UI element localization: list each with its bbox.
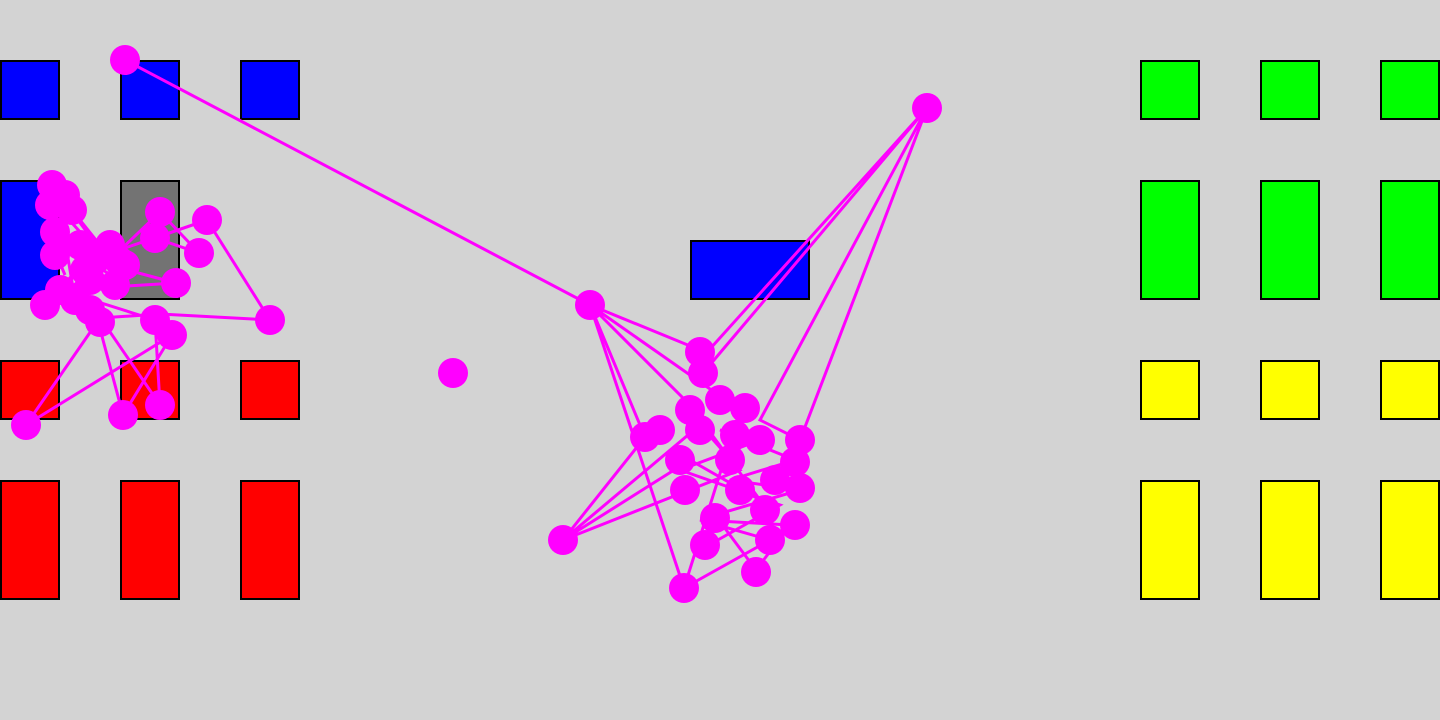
trail-dot [645,415,675,445]
trail-dot [35,190,65,220]
red-tall-3-tile[interactable] [240,480,300,600]
red-tall-1-tile[interactable] [0,480,60,600]
trail-dot [11,410,41,440]
trail-dot [85,307,115,337]
trail-dot [700,503,730,533]
trail-dot [725,475,755,505]
blue-small-1-tile[interactable] [0,60,60,120]
yellow-tall-3-tile[interactable] [1380,480,1440,600]
trail-dot [665,445,695,475]
yellow-small-2-tile[interactable] [1260,360,1320,420]
trail-dot [161,268,191,298]
trail-dot [760,465,790,495]
trail-dot [780,510,810,540]
green-tall-3-tile[interactable] [1380,180,1440,300]
trail-dot [720,420,750,450]
trail-dot [575,290,605,320]
trail-dot [157,320,187,350]
trail-dot [750,495,780,525]
trail-dot [192,205,222,235]
trail-dot [669,573,699,603]
trail-dot [40,240,70,270]
trail-dot [741,557,771,587]
pointer-trail [11,45,942,603]
trail-dot [780,447,810,477]
red-tall-2-tile[interactable] [120,480,180,600]
trail-dot [108,400,138,430]
trail-dot [30,290,60,320]
trail-dot [755,525,785,555]
green-tall-2-tile[interactable] [1260,180,1320,300]
yellow-tall-2-tile[interactable] [1260,480,1320,600]
trail-dot [145,390,175,420]
yellow-small-1-tile[interactable] [1140,360,1200,420]
trail-dot [548,525,578,555]
trail-dot [140,223,170,253]
green-small-2-tile[interactable] [1260,60,1320,120]
yellow-small-3-tile[interactable] [1380,360,1440,420]
trail-dot [40,217,70,247]
red-small-3-tile[interactable] [240,360,300,420]
trail-dot [670,475,700,505]
blue-small-3-tile[interactable] [240,60,300,120]
trail-dot [184,238,214,268]
yellow-tall-1-tile[interactable] [1140,480,1200,600]
green-small-3-tile[interactable] [1380,60,1440,120]
blue-small-2-tile[interactable] [120,60,180,120]
trail-dot [110,45,140,75]
trail-dot [438,358,468,388]
trail-dot [785,473,815,503]
green-tall-1-tile[interactable] [1140,180,1200,300]
trail-dot [255,305,285,335]
trail-dot [688,358,718,388]
trail-dot [730,393,760,423]
green-small-1-tile[interactable] [1140,60,1200,120]
trail-dot [912,93,942,123]
trail-dot [705,385,735,415]
trail-dot [685,415,715,445]
trail-dot [145,197,175,227]
trail-dot [70,255,100,285]
trail-dot [745,425,775,455]
trail-dot [110,250,140,280]
trail-dot [690,530,720,560]
trail-dot [715,445,745,475]
